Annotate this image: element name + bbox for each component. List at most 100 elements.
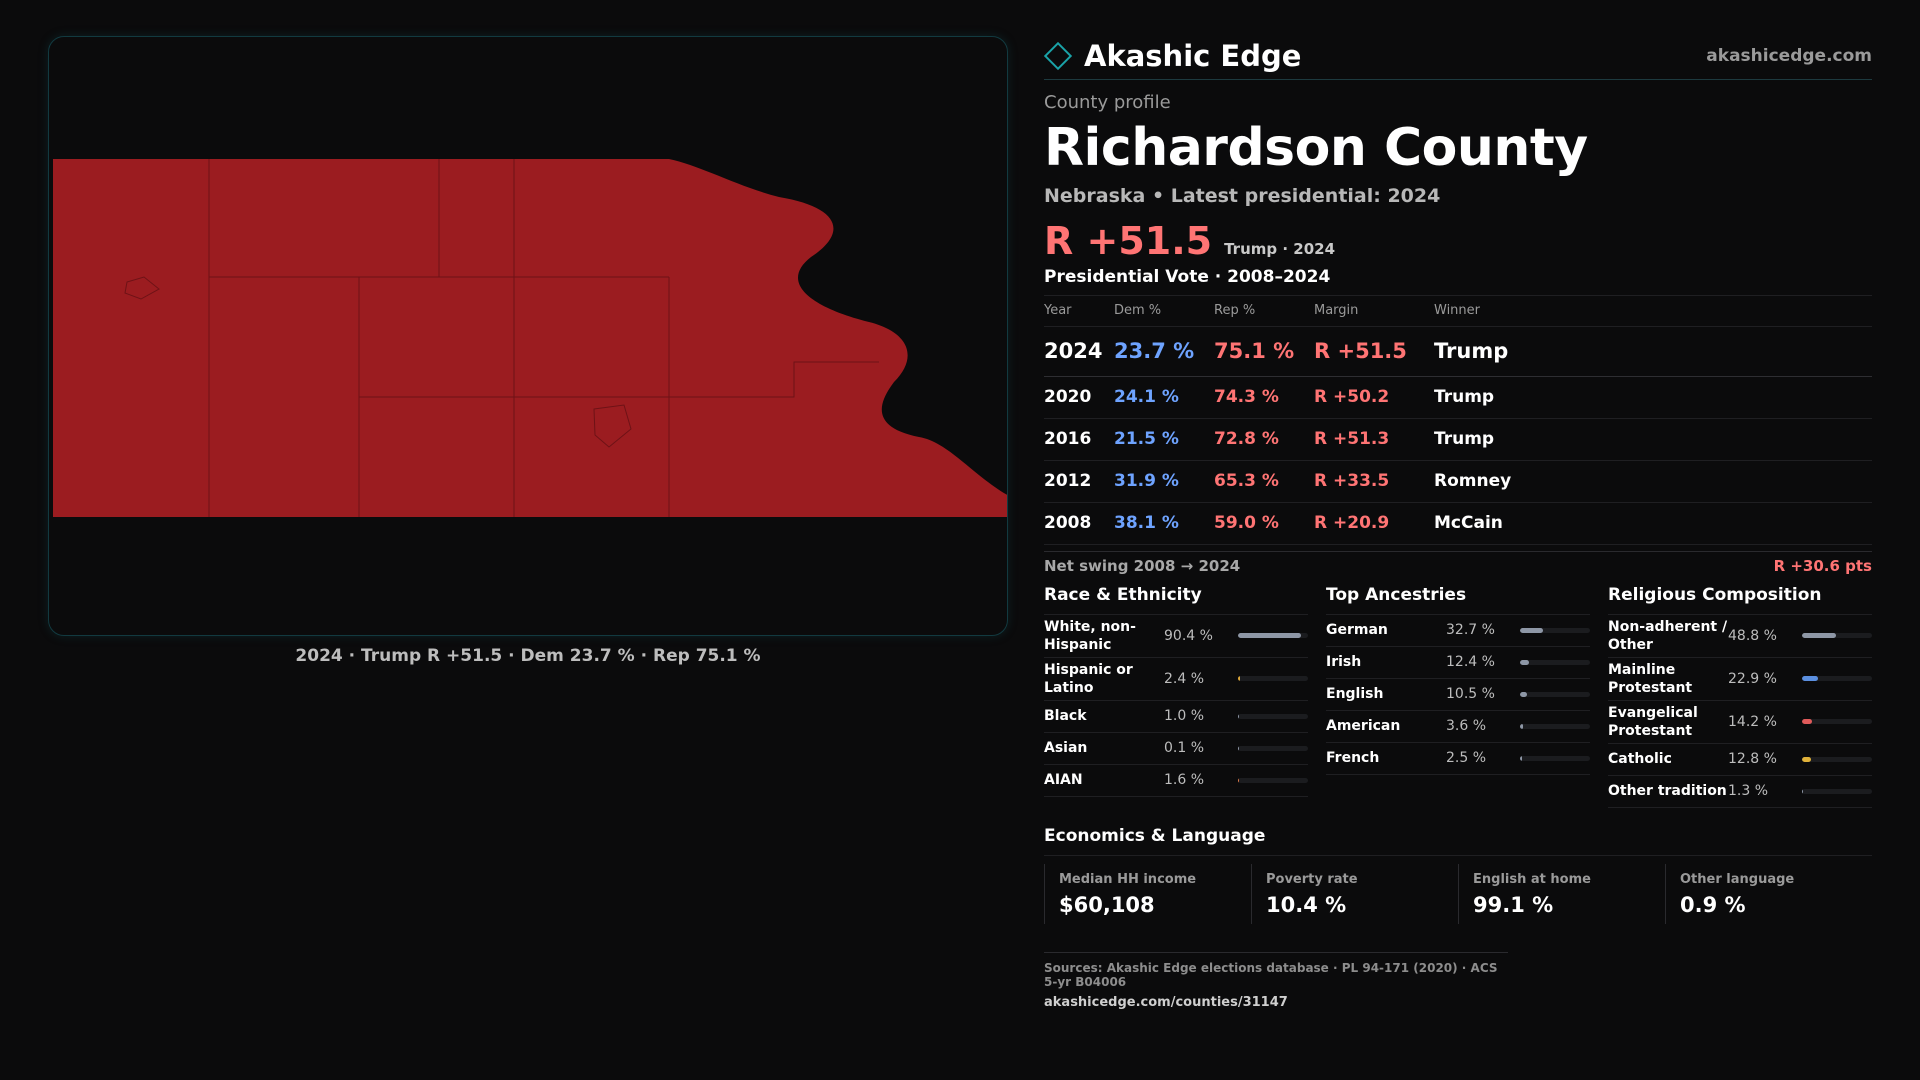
stat-label: Irish (1326, 654, 1362, 670)
stat-bar-track (1802, 719, 1872, 724)
stat-bar-track (1238, 745, 1308, 751)
stat-bar-track (1238, 633, 1308, 638)
table-row: 2024 23.7 % 75.1 % R +51.5 Trump (1044, 326, 1872, 377)
stat-bar-track (1802, 788, 1872, 794)
stat-value: 90.4 % (1164, 627, 1213, 644)
ancestry-list: German 32.7 % Irish 12.4 % English 10.5 % Amer… (1326, 615, 1590, 775)
econ-card-english: English at home 99.1 % (1458, 863, 1665, 924)
stat-bar-fill (1238, 777, 1240, 783)
table-row: 2012 31.9 % 65.3 % R +33.5 Romney (1044, 460, 1872, 503)
stat-bar-track (1802, 676, 1872, 681)
stat-bar-fill (1802, 719, 1812, 724)
net-swing: Net swing 2008 → 2024 R +30.6 pts (1044, 550, 1872, 581)
rep-cell: 75.1 % (1214, 326, 1314, 377)
brand-url-link[interactable]: akashicedge.com (1706, 45, 1872, 66)
year-cell: 2020 (1044, 376, 1114, 419)
column-header-winner: Winner (1434, 296, 1872, 327)
sources-url-link[interactable]: akashicedge.com/counties/31147 (1044, 994, 1288, 1010)
winner-cell: Trump (1434, 376, 1872, 419)
column-header-margin: Margin (1314, 296, 1434, 327)
stat-bar-fill (1520, 723, 1523, 729)
county-map (53, 159, 1007, 517)
stat-label: Non-adherent / Other (1608, 618, 1728, 653)
stat-value: 2.4 % (1164, 670, 1205, 687)
brand[interactable]: Akashic Edge (1043, 38, 1302, 73)
stat-bar-fill (1238, 713, 1240, 719)
stat-value: 32.7 % (1446, 622, 1495, 638)
stat-bar-fill (1802, 788, 1804, 794)
stat-label: French (1326, 750, 1380, 766)
year-cell: 2012 (1044, 460, 1114, 503)
stat-label: German (1326, 622, 1388, 638)
stat-value: 12.8 % (1728, 751, 1777, 767)
dem-cell: 24.1 % (1114, 376, 1214, 419)
county-profile-panel: Akashic Edge akashicedge.com County prof… (1043, 36, 1872, 1010)
stat-bar-track (1520, 627, 1590, 633)
religion-row: Non-adherent / Other 48.8 % (1608, 615, 1872, 658)
religion-row: Mainline Protestant 22.9 % (1608, 658, 1872, 701)
vote-history-table: Year Dem % Rep % Margin Winner 2024 23.7… (1044, 296, 1872, 545)
stat-value: 0.1 % (1164, 740, 1205, 756)
stat-label: Evangelical Protestant (1608, 704, 1698, 739)
sources-text: Sources: Akashic Edge elections database… (1044, 960, 1498, 989)
stat-value: 14.2 % (1728, 713, 1777, 730)
econ-card-income: Median HH income $60,108 (1044, 863, 1251, 924)
race-row: White, non-Hispanic 90.4 % (1044, 615, 1308, 658)
column-header-dem: Dem % (1114, 296, 1214, 327)
rep-cell: 72.8 % (1214, 418, 1314, 461)
stat-value: 10.5 % (1446, 686, 1495, 702)
stat-label: English (1326, 686, 1384, 702)
stat-bar-fill (1802, 633, 1837, 638)
religion-row: Catholic 12.8 % (1608, 744, 1872, 776)
vote-history-title: Presidential Vote · 2008–2024 (1044, 267, 1872, 296)
stat-bar-track (1238, 676, 1308, 681)
religion-list: Non-adherent / Other 48.8 % Mainline Prote… (1608, 615, 1872, 808)
rep-cell: 65.3 % (1214, 460, 1314, 503)
stat-label: Other tradition (1608, 783, 1727, 799)
rep-cell: 74.3 % (1214, 376, 1314, 419)
winner-cell: Trump (1434, 418, 1872, 461)
stat-bar-track (1520, 755, 1590, 761)
stat-bar-fill (1802, 756, 1811, 762)
brand-name: Akashic Edge (1084, 38, 1302, 73)
stat-bar-track (1520, 723, 1590, 729)
race-list: White, non-Hispanic 90.4 % Hispanic or Lat… (1044, 615, 1308, 797)
stat-value: 2.5 % (1446, 750, 1487, 766)
ancestry-row: American 3.6 % (1326, 711, 1590, 743)
county-shape (53, 159, 1007, 517)
column-header-year: Year (1044, 296, 1114, 327)
dem-cell: 21.5 % (1114, 418, 1214, 461)
table-row: 2020 24.1 % 74.3 % R +50.2 Trump (1044, 376, 1872, 419)
rep-cell: 59.0 % (1214, 502, 1314, 545)
headline-result: R +51.5 Trump · 2024 (1044, 219, 1872, 263)
year-cell: 2008 (1044, 502, 1114, 545)
stat-bar-fill (1520, 627, 1543, 633)
page-subtitle: Nebraska • Latest presidential: 2024 (1044, 185, 1441, 207)
dem-cell: 23.7 % (1114, 326, 1214, 377)
stat-bar-track (1520, 691, 1590, 697)
sources-footer: Sources: Akashic Edge elections database… (1044, 951, 1508, 1010)
stat-bar-fill (1802, 676, 1819, 681)
page-title: Richardson County (1044, 118, 1588, 178)
stat-label: Hispanic or Latino (1044, 661, 1133, 696)
table-header-row: Year Dem % Rep % Margin Winner (1044, 296, 1872, 327)
stat-bar-track (1520, 659, 1590, 665)
stat-bar-track (1802, 756, 1872, 762)
stat-label: American (1326, 718, 1401, 734)
race-row: Asian 0.1 % (1044, 733, 1308, 765)
religion-title: Religious Composition (1608, 585, 1872, 615)
stat-value: 1.0 % (1164, 708, 1205, 724)
eyebrow-label: County profile (1044, 92, 1171, 113)
dem-cell: 31.9 % (1114, 460, 1214, 503)
stat-bar-track (1238, 713, 1308, 719)
econ-card-poverty: Poverty rate 10.4 % (1251, 863, 1458, 924)
economics-title: Economics & Language (1044, 826, 1872, 856)
stat-value: 3.6 % (1446, 718, 1487, 734)
town-outlines (124, 276, 632, 448)
religion-row: Other tradition 1.3 % (1608, 776, 1872, 808)
econ-value: 10.4 % (1266, 892, 1347, 917)
stat-label: Black (1044, 708, 1087, 724)
econ-label: Poverty rate (1266, 871, 1358, 887)
economics-cards: Median HH income $60,108 Poverty rate 10… (1044, 863, 1872, 924)
religion-row: Evangelical Protestant 14.2 % (1608, 701, 1872, 744)
